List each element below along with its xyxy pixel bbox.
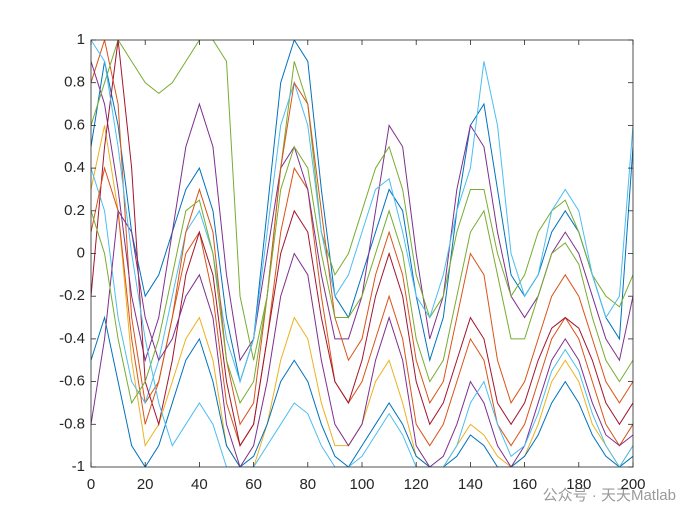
x-tick-label: 60 bbox=[245, 476, 262, 493]
x-tick-label: 180 bbox=[566, 476, 591, 493]
x-tick-label: 20 bbox=[137, 476, 154, 493]
x-tick-label: 120 bbox=[404, 476, 429, 493]
y-tick-label: -0.6 bbox=[59, 373, 85, 390]
plot-area bbox=[91, 40, 633, 467]
y-tick-label: -0.4 bbox=[59, 330, 85, 347]
y-tick-label: 1 bbox=[77, 31, 85, 48]
y-tick-label: 0.8 bbox=[64, 74, 85, 91]
series-line bbox=[91, 209, 633, 467]
y-tick-label: -1 bbox=[72, 458, 85, 475]
series-line bbox=[91, 145, 633, 405]
y-tick-label: 0.6 bbox=[64, 116, 85, 133]
series-line bbox=[91, 40, 633, 384]
series-line bbox=[91, 40, 633, 447]
x-tick-label: 160 bbox=[512, 476, 537, 493]
series-line bbox=[91, 40, 633, 361]
series-line bbox=[91, 315, 633, 467]
x-tick-label: 100 bbox=[349, 476, 374, 493]
y-tick-label: 0.2 bbox=[64, 202, 85, 219]
series-line bbox=[91, 40, 633, 467]
x-tick-label: 200 bbox=[620, 476, 645, 493]
series-line bbox=[91, 81, 633, 426]
series-line bbox=[91, 40, 633, 447]
x-tick-label: 80 bbox=[299, 476, 316, 493]
x-tick-label: 0 bbox=[87, 476, 95, 493]
x-tick-label: 40 bbox=[191, 476, 208, 493]
x-tick-label: 140 bbox=[458, 476, 483, 493]
y-tick-label: 0.4 bbox=[64, 159, 85, 176]
watermark: 公众号 · 天天Matlab bbox=[543, 487, 676, 504]
y-tick-label: -0.2 bbox=[59, 287, 85, 304]
series-line bbox=[91, 61, 633, 405]
y-tick-label: 0 bbox=[77, 244, 85, 261]
y-tick-label: -0.8 bbox=[59, 415, 85, 432]
